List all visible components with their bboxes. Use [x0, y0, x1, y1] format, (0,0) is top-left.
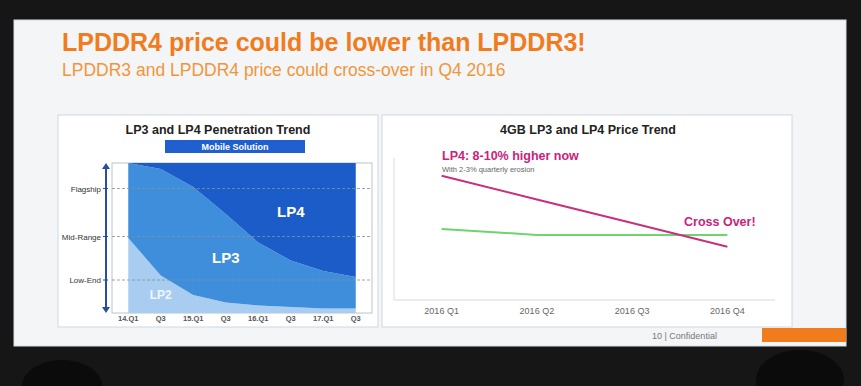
area	[128, 163, 356, 277]
tick-label: Q3	[221, 314, 231, 323]
slide-title: LPDDR4 price could be lower than LPDDR3!	[62, 28, 586, 56]
tick-label: Q3	[351, 314, 361, 323]
plot-area	[442, 176, 728, 247]
plot-frame	[112, 163, 372, 313]
series-label: LP2	[150, 288, 172, 302]
tick-label: 15.Q1	[183, 314, 203, 323]
slide-subtitle: LPDDR3 and LPDDR4 price could cross-over…	[62, 60, 506, 80]
tick-label: 14.Q1	[118, 314, 138, 323]
tick-label: 2016 Q4	[710, 306, 745, 316]
annotation: LP4: 8-10% higher now	[442, 149, 579, 163]
y-axis	[394, 158, 395, 300]
silhouette	[756, 350, 844, 386]
plot-area	[112, 163, 372, 313]
arrow-head	[102, 163, 110, 169]
axis-arrow	[105, 166, 107, 310]
slide	[14, 20, 846, 346]
panel	[58, 115, 378, 327]
tick-label: Low-End	[69, 276, 101, 285]
tick-label: Q3	[156, 314, 166, 323]
tick-label: 2016 Q3	[615, 306, 650, 316]
button	[165, 140, 305, 153]
chart-subtitle: Mobile Solution	[202, 142, 269, 152]
arrow-head	[102, 307, 110, 313]
tick-label: Mid-Range	[62, 233, 102, 242]
grid-line	[112, 236, 372, 237]
tick-label: 16.Q1	[248, 314, 268, 323]
series-label: LP3	[212, 249, 240, 266]
tick-label: 2016 Q2	[520, 306, 555, 316]
line	[442, 229, 728, 235]
x-axis	[394, 300, 775, 301]
page: LPDDR4 price could be lower than LPDDR3!…	[0, 0, 861, 386]
line	[442, 176, 728, 247]
annotation: With 2-3% quarterly erosion	[442, 165, 535, 174]
logo-tab	[762, 328, 846, 342]
grid-line	[112, 280, 372, 281]
tick-label: Flagship	[71, 185, 102, 194]
area	[128, 163, 356, 309]
tick-label: 17.Q1	[313, 314, 333, 323]
panel	[382, 115, 792, 327]
chart-title: LP3 and LP4 Penetration Trend	[126, 123, 311, 137]
backdrop	[0, 0, 861, 386]
tick-label: Q3	[286, 314, 296, 323]
chart-title: 4GB LP3 and LP4 Price Trend	[500, 123, 676, 137]
tick-label: 2016 Q1	[424, 306, 459, 316]
series-label: LP4	[277, 203, 305, 220]
silhouette	[22, 360, 102, 386]
grid-line	[112, 188, 372, 189]
annotation: Cross Over!	[684, 215, 756, 229]
footer: 10 | Confidential	[652, 331, 717, 341]
